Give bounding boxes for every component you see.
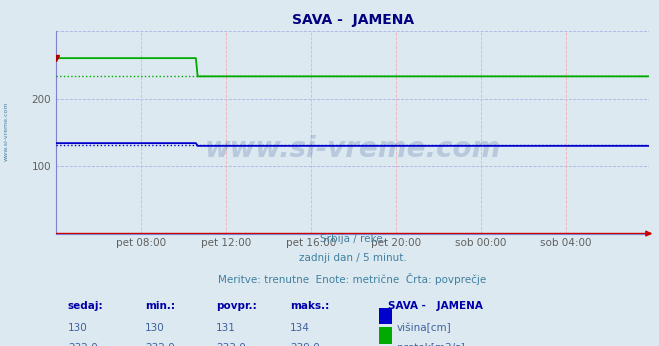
Text: Meritve: trenutne  Enote: metrične  Črta: povprečje: Meritve: trenutne Enote: metrične Črta: … [218, 273, 487, 285]
Text: maks.:: maks.: [291, 301, 330, 311]
Title: SAVA -  JAMENA: SAVA - JAMENA [291, 13, 414, 27]
Text: SAVA -   JAMENA: SAVA - JAMENA [388, 301, 483, 311]
Text: www.si-vreme.com: www.si-vreme.com [204, 135, 501, 163]
Text: 130: 130 [145, 323, 165, 333]
Text: 232,0: 232,0 [68, 343, 98, 346]
FancyBboxPatch shape [380, 308, 392, 324]
Text: pretok[m3/s]: pretok[m3/s] [397, 343, 465, 346]
Text: 134: 134 [291, 323, 310, 333]
Text: zadnji dan / 5 minut.: zadnji dan / 5 minut. [299, 253, 407, 263]
Text: 233,0: 233,0 [216, 343, 246, 346]
Text: povpr.:: povpr.: [216, 301, 257, 311]
FancyBboxPatch shape [380, 327, 392, 344]
Text: Srbija / reke.: Srbija / reke. [320, 234, 386, 244]
Text: min.:: min.: [145, 301, 175, 311]
Text: www.si-vreme.com: www.si-vreme.com [4, 102, 9, 161]
Text: višina[cm]: višina[cm] [397, 323, 452, 333]
Text: 239,0: 239,0 [291, 343, 320, 346]
Text: sedaj:: sedaj: [68, 301, 103, 311]
Text: 130: 130 [68, 323, 88, 333]
Text: 131: 131 [216, 323, 236, 333]
Text: 232,0: 232,0 [145, 343, 175, 346]
